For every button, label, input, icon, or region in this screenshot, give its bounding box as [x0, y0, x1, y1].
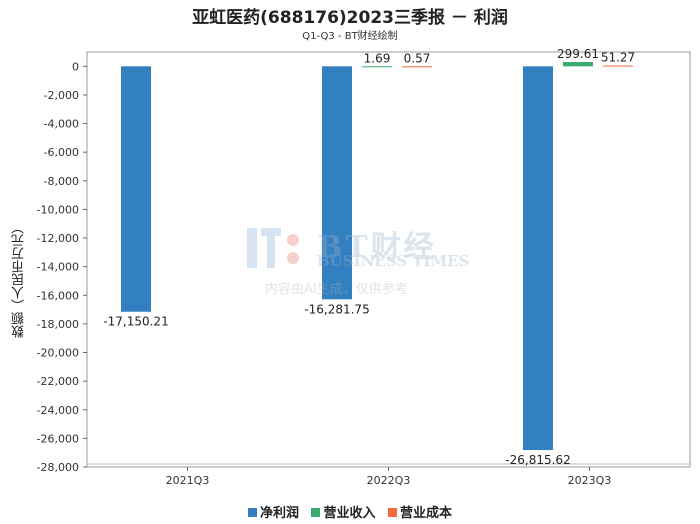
data-label: 0.57	[404, 51, 431, 65]
chart-title: 亚虹医药(688176)2023三季报 － 利润	[192, 8, 508, 28]
data-label: -16,281.75	[304, 302, 369, 316]
legend-label: 净利润	[259, 506, 299, 521]
y-tick-label: -12,000	[37, 232, 79, 245]
chart-subtitle: Q1-Q3 - BT财经绘制	[302, 31, 398, 42]
legend-swatch	[311, 508, 321, 517]
data-label: 299.61	[557, 47, 599, 61]
legend-label: 营业收入	[323, 506, 376, 521]
y-tick-label: -16,000	[37, 289, 79, 302]
data-label: -26,815.62	[505, 453, 570, 467]
data-label: 1.69	[364, 51, 391, 65]
x-tick-label: 2021Q3	[166, 474, 210, 487]
y-tick-label: -20,000	[37, 347, 79, 360]
y-tick-label: -28,000	[37, 461, 79, 474]
y-tick-label: -10,000	[37, 203, 79, 216]
legend: 净利润 营业收入 营业成本	[0, 502, 700, 521]
bar	[322, 66, 352, 300]
legend-item-cost: 营业成本	[388, 502, 452, 521]
x-tick-label: 2022Q3	[367, 474, 411, 487]
legend-item-revenue: 营业收入	[311, 502, 376, 521]
y-tick-label: -26,000	[37, 432, 79, 445]
bar	[402, 66, 432, 68]
x-tick-label: 2023Q3	[568, 474, 612, 487]
data-label: -17,150.21	[103, 315, 168, 329]
legend-swatch	[388, 508, 398, 517]
legend-item-net-profit: 净利润	[247, 502, 299, 521]
y-tick-label: -22,000	[37, 375, 79, 388]
data-label: 51.27	[601, 51, 635, 65]
y-tick-label: -4,000	[44, 118, 79, 131]
bar	[121, 66, 151, 312]
y-tick-label: 0	[72, 60, 79, 73]
y-tick-label: -18,000	[37, 318, 79, 331]
y-tick-label: -24,000	[37, 404, 79, 417]
bar	[603, 65, 633, 67]
y-tick-label: -14,000	[37, 261, 79, 274]
y-tick-label: -6,000	[44, 146, 79, 159]
y-tick-label: -2,000	[44, 89, 79, 102]
bar	[523, 66, 553, 451]
bar	[563, 62, 593, 67]
y-tick-label: -8,000	[44, 175, 79, 188]
plot-frame	[86, 51, 691, 468]
legend-swatch	[247, 508, 257, 517]
legend-label: 营业成本	[400, 506, 453, 521]
bar	[362, 66, 392, 68]
